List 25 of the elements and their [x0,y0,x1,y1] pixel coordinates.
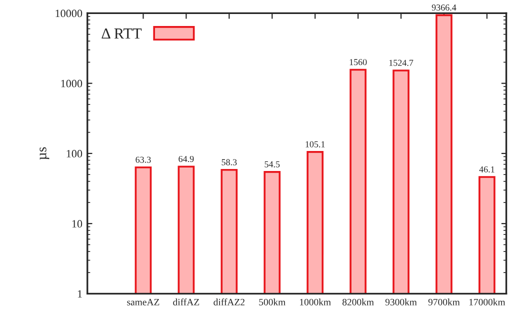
data-label: 63.3 [136,156,151,163]
x-tick-label: 9700km [428,298,460,306]
x-tick-label: 500km [259,298,286,306]
x-tick-label: diffAZ2 [214,298,244,306]
y-tick-label: 1 [78,290,82,298]
data-label: 54.5 [264,161,280,168]
x-tick-label: 17000km [469,298,506,306]
data-label: 9366.4 [432,4,456,11]
y-tick-label: 1000 [61,80,82,88]
data-label: 46.1 [479,166,494,172]
data-label: 58.3 [222,159,237,166]
y-axis-title: µs [40,147,50,160]
y-tick-label: 10000 [56,10,82,18]
data-label: 1560 [350,59,367,66]
legend-label: Δ RTT [102,28,142,39]
x-tick-label: 1000km [300,298,331,306]
y-tick-label: 10 [72,220,82,228]
data-label: 105.1 [306,141,325,148]
data-label: 64.9 [178,156,194,162]
data-label: 1524.7 [389,60,414,66]
x-tick-label: diffAZ [173,298,200,306]
x-tick-label: sameAZ [127,298,160,306]
y-tick-label: 100 [66,150,82,158]
x-tick-label: 9300km [385,298,417,306]
x-tick-label: 8200km [342,298,374,306]
